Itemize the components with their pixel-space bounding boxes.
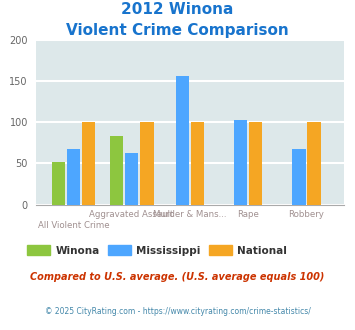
- Text: Murder & Mans...: Murder & Mans...: [153, 210, 227, 218]
- Text: All Violent Crime: All Violent Crime: [38, 221, 109, 230]
- Text: Compared to U.S. average. (U.S. average equals 100): Compared to U.S. average. (U.S. average …: [30, 272, 325, 282]
- Bar: [82, 122, 95, 205]
- Bar: [51, 162, 65, 205]
- Text: Robbery: Robbery: [289, 210, 324, 218]
- Bar: [234, 120, 247, 205]
- Text: Rape: Rape: [237, 210, 259, 218]
- Bar: [140, 122, 153, 205]
- Legend: Winona, Mississippi, National: Winona, Mississippi, National: [23, 241, 291, 260]
- Bar: [67, 148, 80, 205]
- Text: © 2025 CityRating.com - https://www.cityrating.com/crime-statistics/: © 2025 CityRating.com - https://www.city…: [45, 307, 310, 316]
- Bar: [249, 122, 262, 205]
- Bar: [110, 136, 123, 205]
- Bar: [176, 76, 189, 205]
- Bar: [125, 153, 138, 205]
- Text: Aggravated Assault: Aggravated Assault: [89, 210, 174, 218]
- Text: 2012 Winona: 2012 Winona: [121, 2, 234, 16]
- Bar: [292, 148, 306, 205]
- Text: Violent Crime Comparison: Violent Crime Comparison: [66, 23, 289, 38]
- Bar: [307, 122, 321, 205]
- Bar: [191, 122, 204, 205]
